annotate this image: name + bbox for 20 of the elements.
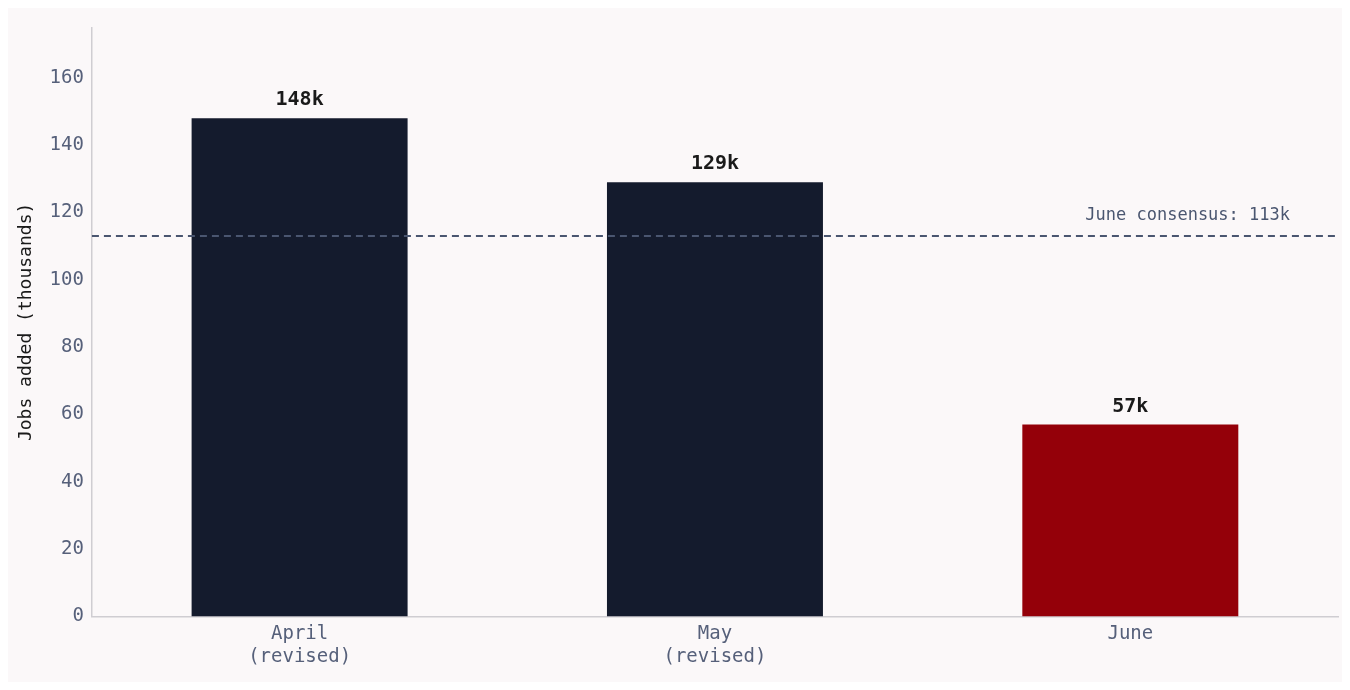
ref-line-label: June consensus: 113k xyxy=(1085,204,1290,224)
bar xyxy=(1022,424,1239,617)
data-label: 148k xyxy=(275,86,324,111)
data-label: 129k xyxy=(690,150,740,175)
y-tick-label: 120 xyxy=(49,199,84,222)
y-axis-title: Jobs added (thousands) xyxy=(14,202,36,442)
y-tick-label: 60 xyxy=(61,401,84,424)
y-tick-label: 0 xyxy=(72,603,84,626)
y-tick-label: 80 xyxy=(61,334,84,357)
bar xyxy=(191,118,408,617)
x-tick-label: April (revised) xyxy=(248,620,352,666)
y-tick-label: 20 xyxy=(61,536,84,559)
bar xyxy=(606,182,823,617)
x-tick-label: May (revised) xyxy=(663,620,767,666)
data-label: 57k xyxy=(1112,392,1149,417)
y-tick-label: 100 xyxy=(49,266,84,289)
y-tick-label: 40 xyxy=(61,468,84,491)
x-tick-label: June xyxy=(1107,620,1154,643)
y-tick-label: 160 xyxy=(49,64,84,87)
y-tick-label: 140 xyxy=(49,132,84,155)
